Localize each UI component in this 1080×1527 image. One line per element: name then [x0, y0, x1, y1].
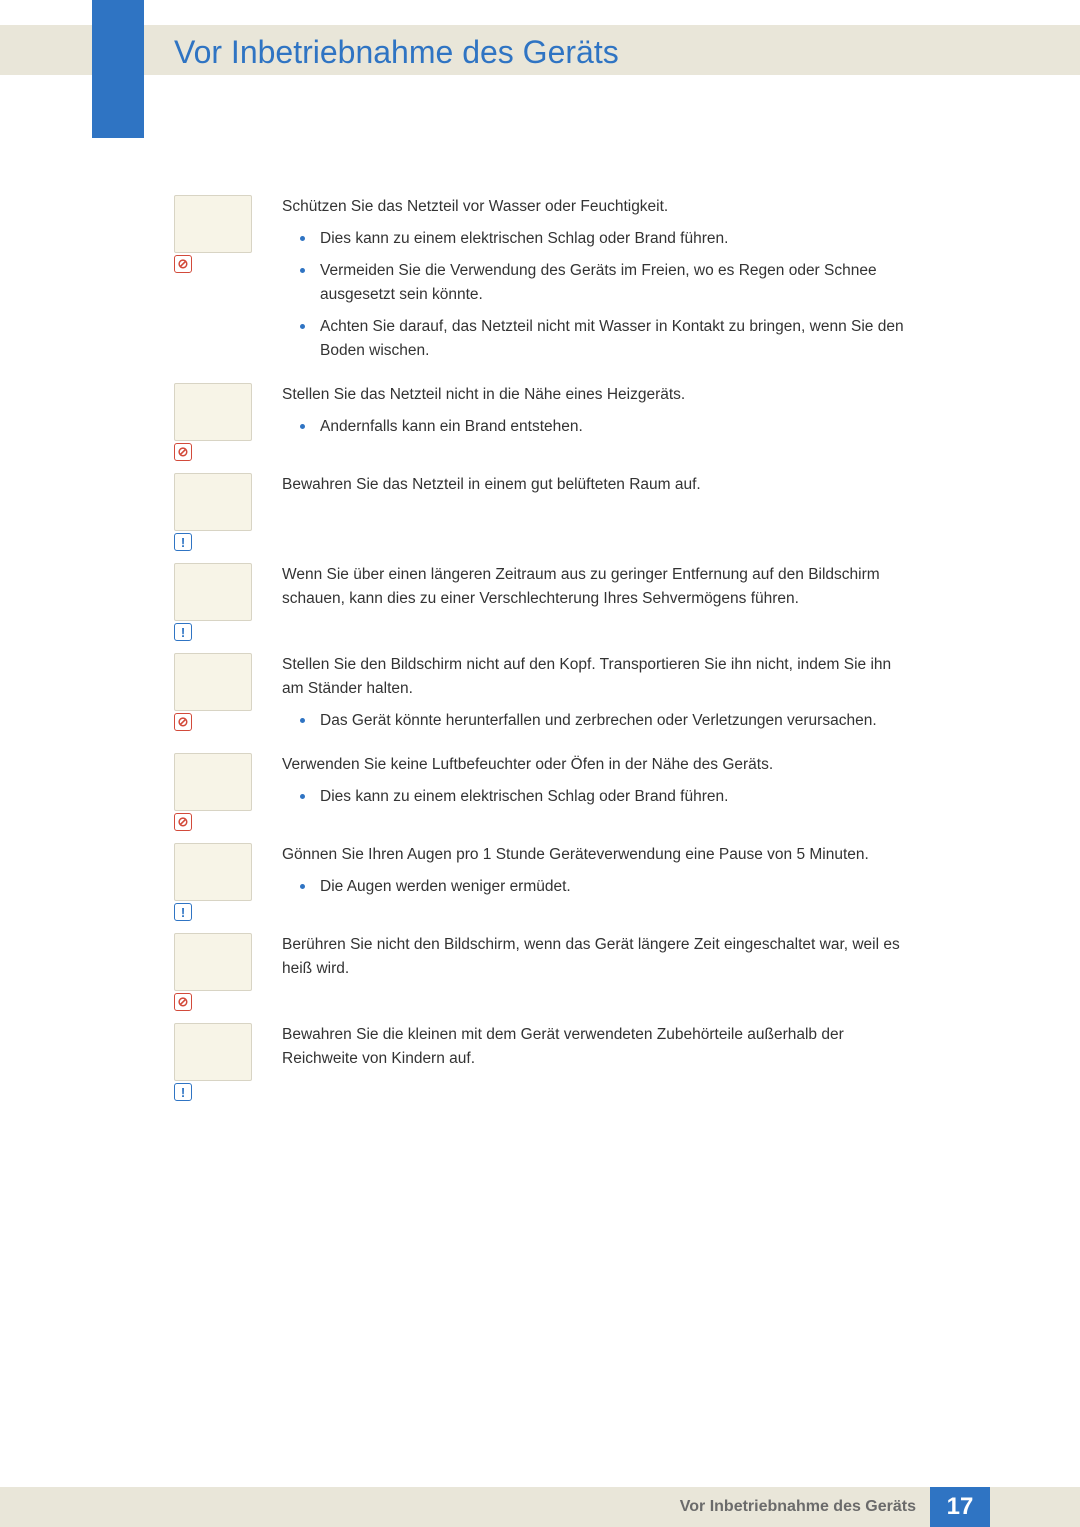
safety-illustration	[174, 195, 252, 253]
badge-row: !	[174, 1083, 252, 1101]
footer-chapter-label: Vor Inbetriebnahme des Geräts	[680, 1498, 916, 1516]
info-icon: !	[174, 623, 192, 641]
safety-illustration	[174, 843, 252, 901]
item-lead: Stellen Sie das Netzteil nicht in die Nä…	[282, 383, 914, 407]
item-lead: Stellen Sie den Bildschirm nicht auf den…	[282, 653, 914, 701]
badge-row: ⊘	[174, 255, 252, 273]
item-lead: Wenn Sie über einen längeren Zeitraum au…	[282, 563, 914, 611]
illustration-box: ⊘	[174, 933, 252, 1011]
item-lead: Bewahren Sie die kleinen mit dem Gerät v…	[282, 1023, 914, 1071]
item-text: Stellen Sie den Bildschirm nicht auf den…	[282, 653, 914, 741]
safety-item: ! Gönnen Sie Ihren Augen pro 1 Stunde Ger…	[174, 843, 914, 921]
prohibit-icon: ⊘	[174, 813, 192, 831]
item-text: Schützen Sie das Netzteil vor Wasser ode…	[282, 195, 914, 371]
safety-illustration	[174, 473, 252, 531]
bullet-item: Die Augen werden weniger ermüdet.	[300, 875, 914, 899]
illustration-box: !	[174, 843, 252, 921]
illustration-box: ⊘	[174, 195, 252, 273]
badge-row: !	[174, 903, 252, 921]
badge-row: ⊘	[174, 813, 252, 831]
info-icon: !	[174, 1083, 192, 1101]
item-bullets: Die Augen werden weniger ermüdet.	[282, 875, 914, 899]
safety-item: ! Bewahren Sie das Netzteil in einem gut …	[174, 473, 914, 551]
badge-row: ⊘	[174, 993, 252, 1011]
safety-illustration	[174, 1023, 252, 1081]
page-number: 17	[930, 1487, 990, 1527]
prohibit-icon: ⊘	[174, 713, 192, 731]
illustration-box: !	[174, 563, 252, 641]
safety-illustration	[174, 753, 252, 811]
item-bullets: Dies kann zu einem elektrischen Schlag o…	[282, 227, 914, 363]
badge-row: !	[174, 533, 252, 551]
item-bullets: Das Gerät könnte herunterfallen und zerb…	[282, 709, 914, 733]
safety-item: ⊘ Berühren Sie nicht den Bildschirm, wenn…	[174, 933, 914, 1011]
info-icon: !	[174, 533, 192, 551]
item-bullets: Andernfalls kann ein Brand entstehen.	[282, 415, 914, 439]
page-title: Vor Inbetriebnahme des Geräts	[174, 34, 619, 71]
prohibit-icon: ⊘	[174, 993, 192, 1011]
safety-item: ⊘ Stellen Sie das Netzteil nicht in die N…	[174, 383, 914, 461]
item-text: Bewahren Sie die kleinen mit dem Gerät v…	[282, 1023, 914, 1079]
safety-item: ! Wenn Sie über einen längeren Zeitraum a…	[174, 563, 914, 641]
item-text: Berühren Sie nicht den Bildschirm, wenn …	[282, 933, 914, 989]
bullet-item: Dies kann zu einem elektrischen Schlag o…	[300, 227, 914, 251]
illustration-box: ⊘	[174, 653, 252, 731]
item-text: Bewahren Sie das Netzteil in einem gut b…	[282, 473, 914, 505]
prohibit-icon: ⊘	[174, 443, 192, 461]
item-lead: Verwenden Sie keine Luftbefeuchter oder …	[282, 753, 914, 777]
content-area: ⊘ Schützen Sie das Netzteil vor Wasser od…	[174, 195, 914, 1113]
prohibit-icon: ⊘	[174, 255, 192, 273]
item-lead: Gönnen Sie Ihren Augen pro 1 Stunde Gerä…	[282, 843, 914, 867]
safety-illustration	[174, 933, 252, 991]
item-text: Verwenden Sie keine Luftbefeuchter oder …	[282, 753, 914, 817]
safety-item: ⊘ Verwenden Sie keine Luftbefeuchter oder…	[174, 753, 914, 831]
item-bullets: Dies kann zu einem elektrischen Schlag o…	[282, 785, 914, 809]
badge-row: ⊘	[174, 443, 252, 461]
badge-row: !	[174, 623, 252, 641]
bullet-item: Dies kann zu einem elektrischen Schlag o…	[300, 785, 914, 809]
item-text: Wenn Sie über einen längeren Zeitraum au…	[282, 563, 914, 619]
bullet-item: Achten Sie darauf, das Netzteil nicht mi…	[300, 315, 914, 363]
safety-illustration	[174, 383, 252, 441]
safety-item: ⊘ Schützen Sie das Netzteil vor Wasser od…	[174, 195, 914, 371]
illustration-box: !	[174, 473, 252, 551]
footer-band: Vor Inbetriebnahme des Geräts 17	[0, 1487, 1080, 1527]
bullet-item: Andernfalls kann ein Brand entstehen.	[300, 415, 914, 439]
illustration-box: !	[174, 1023, 252, 1101]
item-lead: Bewahren Sie das Netzteil in einem gut b…	[282, 473, 914, 497]
badge-row: ⊘	[174, 713, 252, 731]
item-lead: Schützen Sie das Netzteil vor Wasser ode…	[282, 195, 914, 219]
bullet-item: Vermeiden Sie die Verwendung des Geräts …	[300, 259, 914, 307]
illustration-box: ⊘	[174, 383, 252, 461]
chapter-tab	[92, 0, 144, 138]
safety-item: ⊘ Stellen Sie den Bildschirm nicht auf de…	[174, 653, 914, 741]
illustration-box: ⊘	[174, 753, 252, 831]
item-lead: Berühren Sie nicht den Bildschirm, wenn …	[282, 933, 914, 981]
safety-illustration	[174, 653, 252, 711]
item-text: Gönnen Sie Ihren Augen pro 1 Stunde Gerä…	[282, 843, 914, 907]
item-text: Stellen Sie das Netzteil nicht in die Nä…	[282, 383, 914, 447]
bullet-item: Das Gerät könnte herunterfallen und zerb…	[300, 709, 914, 733]
info-icon: !	[174, 903, 192, 921]
safety-item: ! Bewahren Sie die kleinen mit dem Gerät …	[174, 1023, 914, 1101]
safety-illustration	[174, 563, 252, 621]
